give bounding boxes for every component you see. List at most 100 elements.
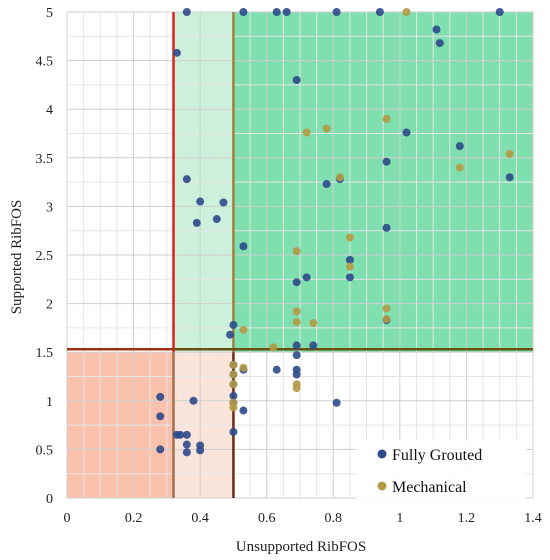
- point-fully-grouted: [402, 128, 411, 137]
- point-mechanical: [229, 360, 238, 369]
- point-fully-grouted: [156, 445, 165, 454]
- point-fully-grouted: [182, 440, 191, 449]
- point-fully-grouted: [189, 396, 198, 405]
- point-fully-grouted: [219, 198, 228, 207]
- point-mechanical: [292, 318, 301, 327]
- point-fully-grouted: [345, 273, 354, 282]
- point-fully-grouted: [382, 223, 391, 232]
- point-fully-grouted: [332, 398, 341, 407]
- point-mechanical: [229, 370, 238, 379]
- point-fully-grouted: [345, 255, 354, 264]
- point-fully-grouted: [272, 8, 281, 16]
- point-mechanical: [322, 124, 331, 133]
- point-fully-grouted: [172, 430, 181, 439]
- point-fully-grouted: [172, 48, 181, 57]
- point-mechanical: [292, 247, 301, 256]
- point-fully-grouted: [332, 8, 341, 16]
- y-tick-label: 4: [46, 103, 53, 118]
- point-mechanical: [292, 307, 301, 316]
- point-fully-grouted: [182, 8, 191, 16]
- point-mechanical: [292, 384, 301, 393]
- x-tick-label: 1.2: [458, 511, 476, 526]
- point-fully-grouted: [309, 341, 318, 350]
- y-tick-label: 1: [46, 395, 53, 410]
- point-fully-grouted: [196, 446, 205, 455]
- x-tick-label: 1: [396, 511, 403, 526]
- point-mechanical: [382, 315, 391, 324]
- x-axis-label: Unsupported RibFOS: [236, 539, 366, 555]
- point-fully-grouted: [156, 412, 165, 421]
- threshold-lines: [67, 12, 533, 498]
- point-fully-grouted: [196, 197, 205, 206]
- point-fully-grouted: [302, 273, 311, 282]
- point-fully-grouted: [212, 215, 221, 224]
- legend-box: [356, 440, 526, 500]
- y-tick-label: 0.5: [36, 443, 54, 458]
- grid-lines: [66, 11, 534, 499]
- y-tick-label: 2: [46, 298, 53, 313]
- point-mechanical: [239, 325, 248, 334]
- x-tick-label: 0.8: [325, 511, 343, 526]
- point-fully-grouted: [192, 218, 201, 227]
- point-fully-grouted: [182, 448, 191, 457]
- point-mechanical: [335, 173, 344, 182]
- x-tick-label: 0.2: [125, 511, 143, 526]
- y-tick-label: 0: [46, 492, 53, 507]
- point-fully-grouted: [229, 320, 238, 329]
- legend-label-mechanical: Mechanical: [392, 479, 467, 496]
- point-fully-grouted: [382, 157, 391, 166]
- point-fully-grouted: [182, 430, 191, 439]
- y-tick-label: 5: [46, 6, 53, 21]
- point-mechanical: [345, 233, 354, 242]
- point-mechanical: [455, 163, 464, 172]
- legend: Fully Grouted Mechanical: [356, 440, 526, 500]
- point-fully-grouted: [432, 25, 441, 34]
- point-fully-grouted: [282, 8, 291, 16]
- point-fully-grouted: [239, 8, 248, 16]
- point-fully-grouted: [292, 351, 301, 360]
- point-fully-grouted: [495, 8, 504, 16]
- point-mechanical: [382, 114, 391, 123]
- point-mechanical: [239, 363, 248, 372]
- y-tick-label: 1.5: [36, 346, 54, 361]
- x-tick-label: 0.6: [258, 511, 276, 526]
- data-points: [156, 8, 514, 457]
- point-fully-grouted: [292, 76, 301, 85]
- legend-label-fully-grouted: Fully Grouted: [392, 447, 482, 464]
- x-tick-label: 0.4: [191, 511, 209, 526]
- y-tick-label: 3.5: [36, 152, 54, 167]
- point-fully-grouted: [229, 391, 238, 400]
- legend-marker-fully-grouted: [377, 449, 387, 459]
- tick-labels: 0 0.2 0.4 0.6 0.8 1 1.2 1.4 0 0.5 1 1.5 2 2.5 3 3.5 4 4.5…: [36, 6, 542, 526]
- point-mechanical: [309, 319, 318, 328]
- point-fully-grouted: [292, 278, 301, 287]
- y-axis-label: Supported RibFOS: [9, 200, 25, 315]
- point-fully-grouted: [239, 242, 248, 251]
- point-fully-grouted: [375, 8, 384, 16]
- point-fully-grouted: [156, 392, 165, 401]
- point-mechanical: [382, 304, 391, 313]
- point-fully-grouted: [226, 330, 235, 339]
- point-mechanical: [345, 262, 354, 271]
- y-tick-label: 4.5: [36, 55, 54, 70]
- point-mechanical: [505, 149, 514, 158]
- point-fully-grouted: [292, 341, 301, 350]
- y-tick-label: 3: [46, 200, 53, 215]
- point-fully-grouted: [292, 370, 301, 379]
- point-fully-grouted: [229, 427, 238, 436]
- x-tick-label: 0: [64, 511, 71, 526]
- x-tick-label: 1.4: [524, 511, 542, 526]
- point-fully-grouted: [455, 142, 464, 151]
- y-tick-label: 2.5: [36, 249, 54, 264]
- point-fully-grouted: [322, 180, 331, 189]
- point-mechanical: [269, 343, 278, 352]
- legend-marker-mechanical: [377, 481, 387, 491]
- point-fully-grouted: [505, 173, 514, 182]
- point-fully-grouted: [239, 406, 248, 415]
- point-mechanical: [302, 128, 311, 137]
- point-mechanical: [229, 380, 238, 389]
- point-mechanical: [229, 398, 238, 407]
- point-fully-grouted: [272, 365, 281, 374]
- point-fully-grouted: [435, 39, 444, 48]
